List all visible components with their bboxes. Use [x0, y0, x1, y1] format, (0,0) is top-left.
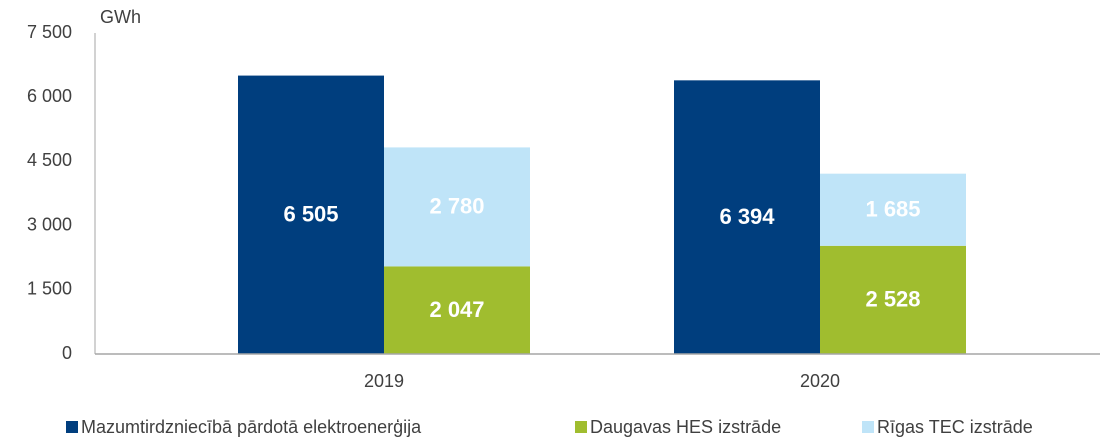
- bar: [820, 245, 966, 354]
- bar: [238, 75, 384, 354]
- y-tick-label: 3 000: [27, 214, 72, 234]
- legend-swatch: [66, 421, 78, 433]
- legend-label: Mazumtirdzniecībā pārdotā elektroenerģij…: [81, 417, 422, 437]
- bar: [384, 266, 530, 354]
- value-label: 6 394: [719, 204, 775, 229]
- bar: [820, 173, 966, 246]
- legend-swatch: [575, 421, 587, 433]
- legend-swatch: [862, 421, 874, 433]
- y-tick-label: 1 500: [27, 279, 72, 299]
- y-tick-label: 6 000: [27, 86, 72, 106]
- x-tick-label: 2019: [364, 371, 404, 391]
- y-tick-label: 7 500: [27, 22, 72, 42]
- y-tick-label: 0: [62, 343, 72, 363]
- value-label: 2 528: [865, 287, 920, 312]
- value-label: 1 685: [865, 197, 920, 222]
- x-tick-label: 2020: [800, 371, 840, 391]
- bar: [674, 80, 820, 355]
- y-axis-label: GWh: [100, 7, 141, 27]
- value-label: 2 047: [429, 297, 484, 322]
- bar: [384, 147, 530, 267]
- value-label: 2 780: [429, 194, 484, 219]
- legend-label: Rīgas TEC izstrāde: [877, 417, 1033, 437]
- y-tick-label: 4 500: [27, 150, 72, 170]
- value-label: 6 505: [283, 202, 338, 227]
- legend-label: Daugavas HES izstrāde: [590, 417, 781, 437]
